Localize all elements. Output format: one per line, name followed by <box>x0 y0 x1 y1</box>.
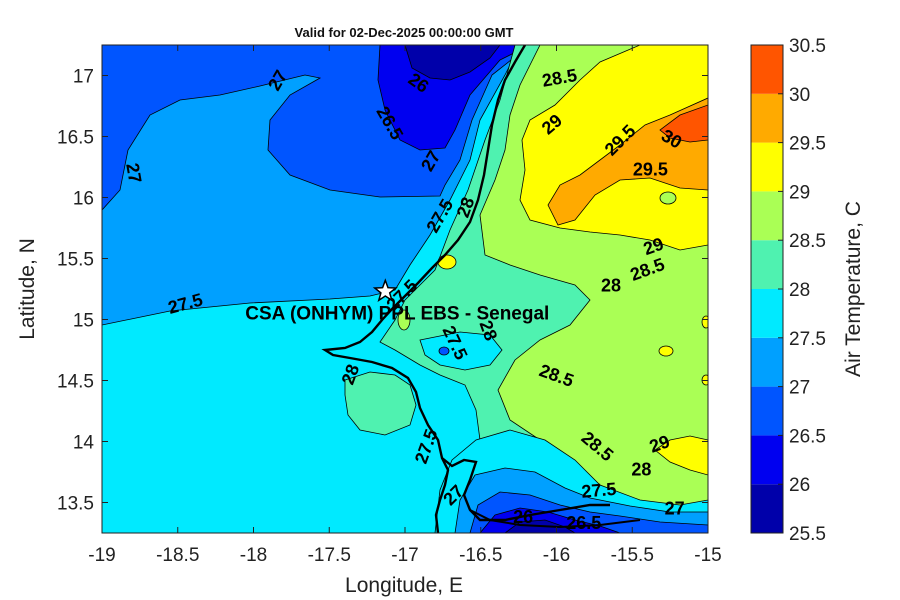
colorbar-tick-label: 29.5 <box>789 134 826 155</box>
colorbar-tick-label: 28 <box>789 280 810 301</box>
contour-label: 27 <box>665 499 685 519</box>
x-tick-label: -19 <box>88 545 115 566</box>
x-tick-label: -18.5 <box>156 545 199 566</box>
contour-band-28-28.5-coastal <box>344 371 417 436</box>
colorbar-tick-label: 27.5 <box>789 329 826 350</box>
x-axis-label: Longitude, E <box>345 574 463 597</box>
contour-island-29-east <box>658 345 674 357</box>
contour-label: 28 <box>601 275 621 295</box>
x-tick-label: -17.5 <box>308 545 351 566</box>
colorbar-swatch <box>751 191 783 241</box>
y-tick-label: 16 <box>73 189 94 210</box>
x-tick-label: -15.5 <box>611 545 654 566</box>
colorbar-tick-label: 25.5 <box>789 524 826 545</box>
colorbar-tick-label: 29 <box>789 182 810 203</box>
colorbar: 25.5 26 26.5 27 27.5 28 28.5 29 29.5 30 30.5 <box>750 36 826 545</box>
y-tick-label: 16.5 <box>57 128 94 149</box>
border-gambia <box>434 457 450 533</box>
colorbar-label: Air Temperature, C <box>842 201 865 377</box>
contour-island-27 <box>438 346 450 356</box>
y-tick-label: 13.5 <box>57 494 94 515</box>
contour-label: 28 <box>631 460 651 480</box>
contour-band-27.5-28-inland <box>419 331 503 371</box>
x-tick-label: -16 <box>543 545 570 566</box>
x-tick-label: -18 <box>240 545 267 566</box>
x-tick-label: -15 <box>694 545 721 566</box>
contour-label: 26 <box>513 507 533 527</box>
colorbar-tick-label: 28.5 <box>789 231 826 252</box>
colorbar-swatch <box>751 240 783 289</box>
y-tick-label: 17 <box>73 67 94 88</box>
colorbar-swatch <box>751 484 783 533</box>
x-axis: -19 -18.5 -18 -17.5 -17 -16.5 -16 -15.5 -15 <box>88 45 722 566</box>
colorbar-tick-label: 30.5 <box>789 36 826 57</box>
station-star-icon[interactable] <box>372 278 398 303</box>
chart-title: Valid for 02-Dec-2025 00:00:00 GMT <box>295 25 514 40</box>
contour-band-25.5-26 <box>404 45 501 81</box>
colorbar-swatch <box>751 93 783 143</box>
contour-island-28.5-west <box>397 309 411 331</box>
y-tick-label: 15.5 <box>57 250 94 271</box>
border-south <box>469 509 641 529</box>
y-tick-label: 14.5 <box>57 372 94 393</box>
colorbar-swatch <box>751 289 783 338</box>
contour-label: 27.5 <box>581 479 618 502</box>
colorbar-swatch <box>751 45 783 94</box>
colorbar-tick-label: 27 <box>789 378 810 399</box>
colorbar-tick-label: 30 <box>789 85 810 106</box>
colorbar-swatch <box>751 435 783 485</box>
x-tick-label: -17 <box>391 545 418 566</box>
contour-fill-layer <box>102 45 708 533</box>
contour-label: 26.5 <box>566 513 601 533</box>
contour-island-29-edge <box>701 315 708 329</box>
colorbar-swatch <box>751 337 783 387</box>
contour-island-29 <box>437 254 457 270</box>
colorbar-tick-label: 26.5 <box>789 426 826 447</box>
coastline-layer <box>321 45 641 533</box>
contour-label: 29.5 <box>633 159 668 179</box>
colorbar-swatch <box>751 142 783 192</box>
colorbar-tick-label: 26 <box>789 475 810 496</box>
contour-label: 27 <box>122 162 145 185</box>
contour-band-30-30.5 <box>659 104 708 143</box>
y-tick-label: 15 <box>73 311 94 332</box>
contour-band-26-26.5 <box>377 45 531 151</box>
contour-island-28.5 <box>659 191 677 205</box>
y-axis-label: Latitude, N <box>16 238 39 340</box>
y-axis: 13.5 14 14.5 15 15.5 16 16.5 17 <box>57 67 708 515</box>
colorbar-swatch <box>751 386 783 436</box>
y-tick-label: 14 <box>73 433 95 454</box>
station-marker-group: CSA (ONHYM) PPL EBS - Senegal <box>245 278 549 324</box>
coastline <box>321 45 610 522</box>
contour-band-29-29.5-south <box>654 435 708 476</box>
station-label: CSA (ONHYM) PPL EBS - Senegal <box>245 303 549 324</box>
x-tick-label: -16.5 <box>459 545 502 566</box>
